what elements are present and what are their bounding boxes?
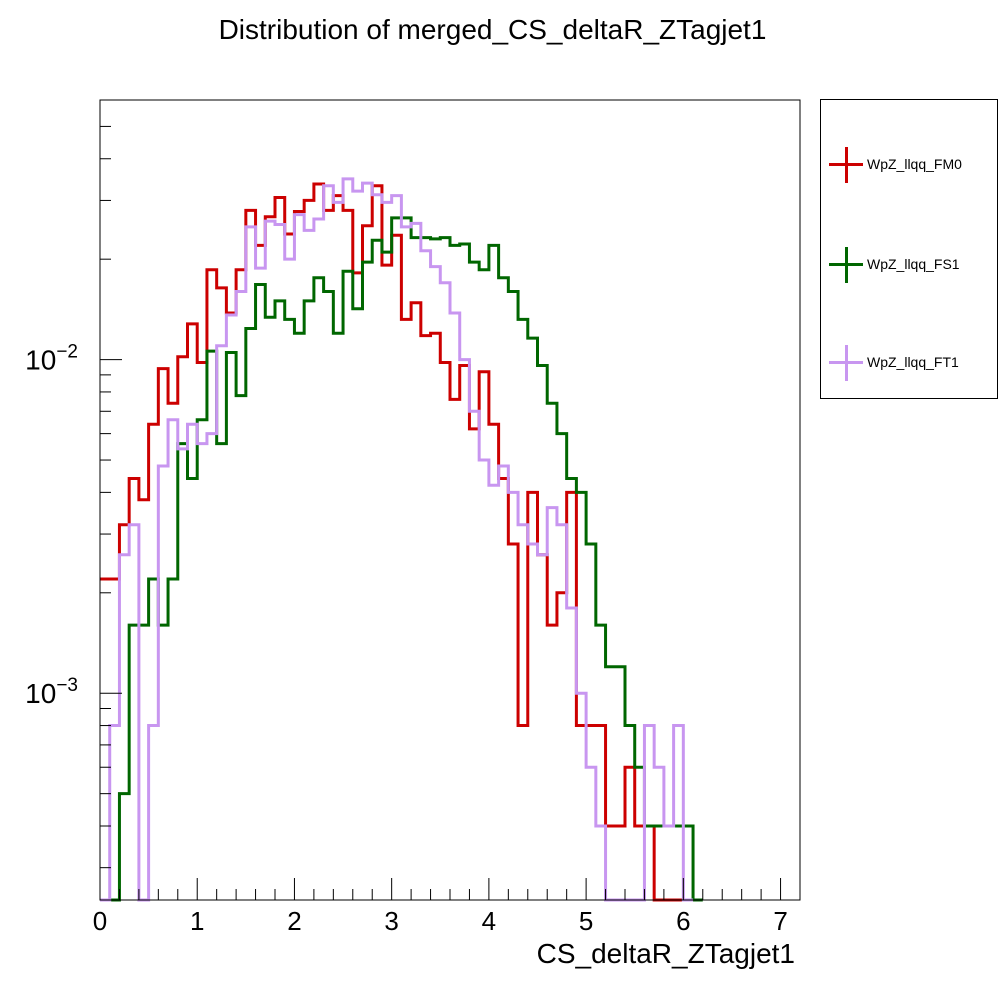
legend-marker-fs1	[829, 245, 863, 285]
legend: WpZ_llqq_FM0 WpZ_llqq_FS1 WpZ_llqq_FT1	[820, 99, 998, 399]
x-tick-label: 6	[676, 906, 690, 936]
plot-frame	[99, 99, 801, 901]
y-tick-label: 10−2	[25, 342, 78, 376]
series-line-wpz_llqq_fs1	[100, 216, 703, 902]
y-tick-label: 10−3	[25, 675, 78, 709]
x-tick-label: 5	[579, 906, 593, 936]
x-tick-label: 4	[482, 906, 496, 936]
chart-title: Distribution of merged_CS_deltaR_ZTagjet…	[218, 14, 767, 45]
x-tick-label: 3	[384, 906, 398, 936]
legend-item-ft1: WpZ_llqq_FT1	[821, 343, 999, 383]
series-line-wpz_llqq_fm0	[100, 182, 694, 902]
x-tick-label: 1	[190, 906, 204, 936]
x-tick-label: 2	[287, 906, 301, 936]
series-line-wpz_llqq_ft1	[100, 177, 694, 902]
x-tick-label: 7	[773, 906, 787, 936]
legend-marker-fm0	[829, 145, 863, 185]
legend-item-fm0: WpZ_llqq_FM0	[821, 145, 999, 185]
x-tick-label: 0	[93, 906, 107, 936]
legend-label-fm0: WpZ_llqq_FM0	[867, 156, 962, 172]
legend-item-fs1: WpZ_llqq_FS1	[821, 245, 999, 285]
x-axis-label: CS_deltaR_ZTagjet1	[536, 938, 795, 969]
legend-marker-ft1	[829, 343, 863, 383]
legend-label-fs1: WpZ_llqq_FS1	[867, 256, 960, 272]
legend-label-ft1: WpZ_llqq_FT1	[867, 354, 959, 370]
